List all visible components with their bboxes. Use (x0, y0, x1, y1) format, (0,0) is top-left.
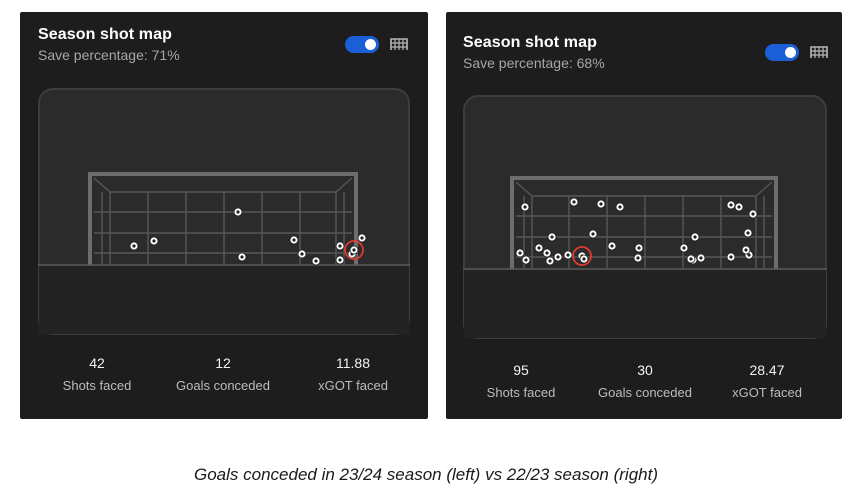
shot-marker[interactable] (515, 248, 525, 258)
shot-marker[interactable] (521, 255, 531, 265)
card-title: Season shot map (38, 26, 172, 43)
shot-map-card-2223: Season shot map Save percentage: 68% 95 … (446, 12, 842, 419)
shots-group (515, 197, 758, 266)
stat-value: 95 (513, 362, 529, 378)
highlighted-shot-ring (344, 240, 364, 260)
goal-field (38, 88, 410, 335)
shot-marker[interactable] (726, 252, 736, 262)
goal-frame (88, 172, 358, 265)
shot-marker[interactable] (686, 254, 696, 264)
shot-marker[interactable] (569, 197, 579, 207)
shot-marker[interactable] (233, 207, 243, 217)
shot-marker[interactable] (690, 232, 700, 242)
stat-shots-faced: 95 Shots faced (456, 362, 586, 400)
shot-marker[interactable] (726, 200, 736, 210)
shot-marker[interactable] (633, 253, 643, 263)
figure-caption: Goals conceded in 23/24 season (left) vs… (194, 465, 658, 484)
shot-marker[interactable] (311, 256, 321, 266)
stat-xgot-faced: 11.88 xGOT faced (288, 355, 418, 393)
shot-marker[interactable] (520, 202, 530, 212)
shot-marker[interactable] (607, 241, 617, 251)
stat-goals-conceded: 30 Goals conceded (580, 362, 710, 400)
shot-marker[interactable] (696, 253, 706, 263)
stat-label: Shots faced (486, 385, 556, 400)
shot-marker[interactable] (634, 243, 644, 253)
shot-marker[interactable] (547, 232, 557, 242)
card-title: Season shot map (463, 34, 597, 51)
stat-value: 42 (89, 355, 105, 371)
shot-marker[interactable] (335, 255, 345, 265)
goal-net-icon[interactable] (809, 45, 829, 59)
stat-value: 12 (215, 355, 231, 371)
shot-marker[interactable] (734, 202, 744, 212)
stat-label: xGOT faced (732, 385, 802, 400)
shot-map-toggle[interactable] (765, 44, 799, 61)
goal-field (463, 95, 827, 339)
shot-marker[interactable] (129, 241, 139, 251)
shot-marker[interactable] (579, 254, 589, 264)
shots-group (129, 207, 367, 266)
stat-label: Shots faced (62, 378, 132, 393)
shot-marker[interactable] (545, 256, 555, 266)
shot-marker[interactable] (237, 252, 247, 262)
shot-marker[interactable] (297, 249, 307, 259)
shot-marker[interactable] (679, 243, 689, 253)
stat-label: xGOT faced (318, 378, 388, 393)
shot-marker[interactable] (748, 209, 758, 219)
highlighted-shot-ring (572, 246, 592, 266)
toggle-knob (785, 47, 796, 58)
shot-marker[interactable] (335, 241, 345, 251)
shot-marker[interactable] (615, 202, 625, 212)
shot-marker[interactable] (357, 233, 367, 243)
stat-value: 28.47 (749, 362, 785, 378)
stat-goals-conceded: 12 Goals conceded (158, 355, 288, 393)
shot-marker[interactable] (289, 235, 299, 245)
shot-map-toggle[interactable] (345, 36, 379, 53)
shot-marker[interactable] (534, 243, 544, 253)
stat-value: 11.88 (336, 355, 370, 371)
goal-net (515, 181, 773, 269)
stat-label: Goals conceded (176, 378, 270, 393)
stat-value: 30 (637, 362, 653, 378)
stat-xgot-faced: 28.47 xGOT faced (702, 362, 832, 400)
shot-marker[interactable] (741, 245, 751, 255)
shot-marker[interactable] (563, 250, 573, 260)
shot-map-card-2324: Season shot map Save percentage: 71% 42 … (20, 12, 428, 419)
save-percentage: Save percentage: 71% (38, 47, 180, 63)
save-percentage: Save percentage: 68% (463, 55, 605, 71)
goal-net (93, 177, 353, 265)
stat-shots-faced: 42 Shots faced (32, 355, 162, 393)
shot-marker[interactable] (349, 245, 359, 255)
shot-marker[interactable] (553, 252, 563, 262)
goal-frame (510, 176, 778, 269)
shot-marker[interactable] (596, 199, 606, 209)
goal-net-icon[interactable] (389, 37, 409, 51)
stat-label: Goals conceded (598, 385, 692, 400)
shot-marker[interactable] (588, 229, 598, 239)
shot-marker[interactable] (542, 248, 552, 258)
shot-marker[interactable] (149, 236, 159, 246)
toggle-knob (365, 39, 376, 50)
shot-marker[interactable] (743, 228, 753, 238)
